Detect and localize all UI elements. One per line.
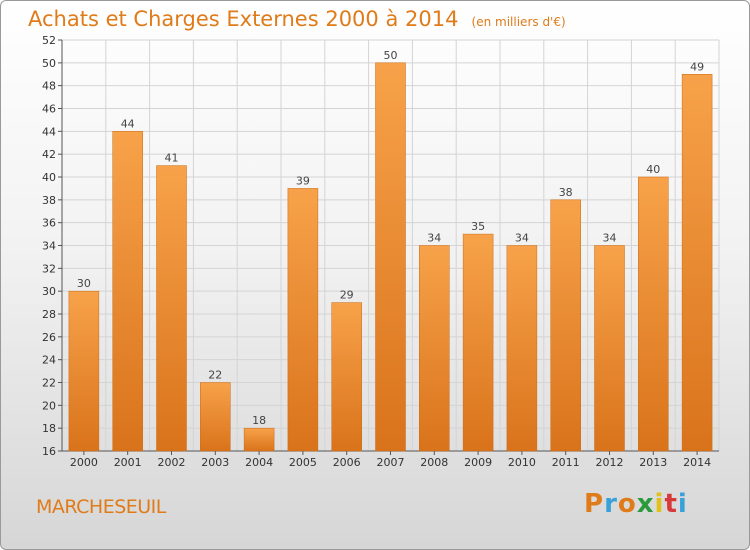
bar-layer [68,62,713,452]
x-tick-label-2000: 2000 [70,456,98,469]
bar-2013 [638,176,669,452]
logo-letter: i [654,489,665,519]
chart-subtitle: (en milliers d'€) [471,15,566,29]
value-label-2012: 34 [603,232,617,245]
value-label-2003: 22 [208,369,222,382]
bar-2000 [68,290,100,452]
y-tick-label: 42 [42,148,56,161]
bar-2008 [419,245,450,452]
y-tick-label: 34 [42,240,56,253]
bar-2005 [287,188,319,452]
y-tick-label: 50 [42,57,56,70]
x-tick-label-2002: 2002 [158,456,186,469]
bar-2001 [112,131,143,452]
y-tick-label: 30 [42,285,56,298]
x-tick-label-2001: 2001 [114,456,142,469]
y-tick-label: 16 [42,445,56,458]
value-label-2008: 34 [427,232,441,245]
value-label-2013: 40 [646,163,660,176]
proxiti-logo: Proxiti [584,489,688,519]
y-tick-label: 20 [42,399,56,412]
x-tick-label-2009: 2009 [464,456,492,469]
title-row: Achats et Charges Externes 2000 à 2014 (… [28,7,566,31]
value-label-2000: 30 [77,277,91,290]
x-tick-label-2003: 2003 [201,456,229,469]
y-tick-label: 38 [42,194,56,207]
bar-2009 [462,233,494,452]
bar-2006 [331,302,362,452]
value-label-2009: 35 [471,220,485,233]
chart-title: Achats et Charges Externes 2000 à 2014 [28,7,459,31]
y-tick-label: 24 [42,354,56,367]
y-tick-label: 44 [42,125,56,138]
logo-letter: t [664,489,678,519]
bar-2003 [200,382,231,452]
x-tick-label-2008: 2008 [420,456,448,469]
y-tick-label: 52 [42,34,56,47]
y-tick-label: 48 [42,80,56,93]
y-tick-label: 18 [42,422,56,435]
x-tick-label-2012: 2012 [596,456,624,469]
y-tick-label: 26 [42,331,56,344]
logo-letter: i [677,489,688,519]
value-label-2005: 39 [296,174,310,187]
y-tick-label: 46 [42,103,56,116]
value-label-2004: 18 [252,414,266,427]
value-label-2001: 44 [121,117,135,130]
logo-letter: x [636,489,655,519]
x-tick-label-2007: 2007 [377,456,405,469]
bar-2011 [550,199,581,452]
logo-letter: P [584,489,605,519]
y-tick-label: 22 [42,377,56,390]
logo-letter: o [617,489,637,519]
bar-2007 [375,62,406,452]
x-tick-label-2006: 2006 [333,456,361,469]
value-label-2002: 41 [165,152,179,165]
x-tick-label-2010: 2010 [508,456,536,469]
bar-2002 [156,165,187,452]
value-label-2011: 38 [559,186,573,199]
commune-name: MARCHESEUIL [36,496,166,518]
value-label-2006: 29 [340,289,354,302]
x-tick-label-2004: 2004 [245,456,273,469]
value-label-2014: 49 [690,60,704,73]
value-label-2010: 34 [515,232,529,245]
x-tick-label-2011: 2011 [552,456,580,469]
value-label-2007: 50 [384,49,398,62]
x-tick-label-2014: 2014 [683,456,711,469]
y-tick-label: 36 [42,217,56,230]
bar-2012 [594,245,625,452]
x-tick-label-2005: 2005 [289,456,317,469]
y-tick-label: 32 [42,262,56,275]
logo-letter: r [604,489,618,519]
y-tick-label: 40 [42,171,56,184]
bar-2004 [243,427,275,452]
bar-2014 [681,74,713,452]
bar-2010 [506,245,538,452]
y-tick-label: 28 [42,308,56,321]
x-tick-label-2013: 2013 [639,456,667,469]
label-layer: 30 2000 44 2001 41 2002 22 2003 18 2004 39 2005 29 20… [70,49,711,469]
